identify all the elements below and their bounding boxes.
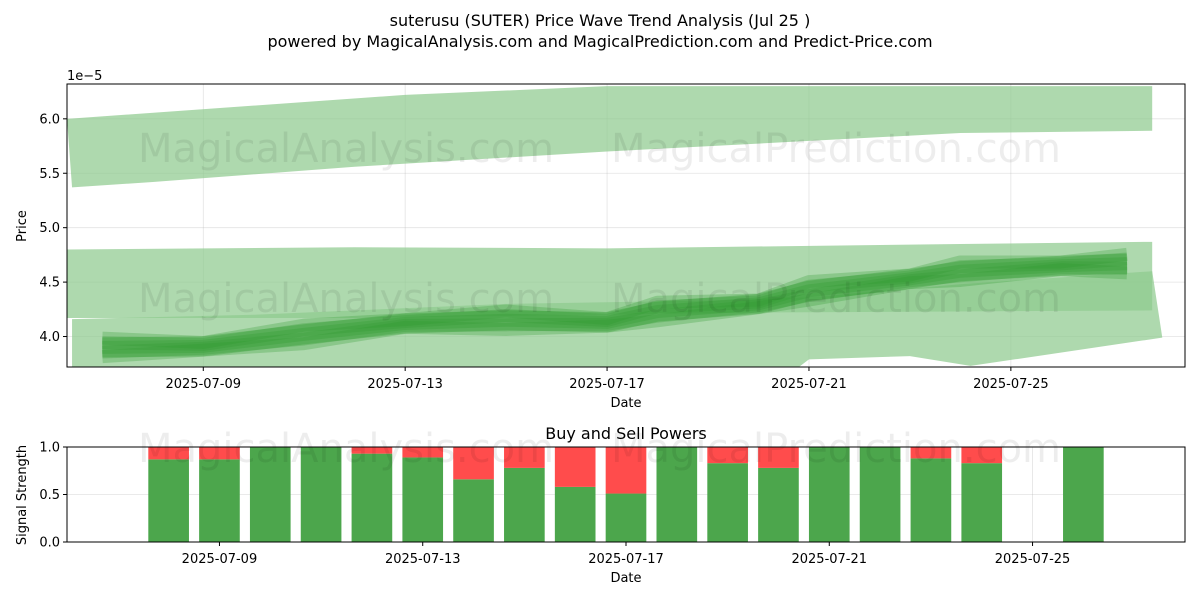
power-y-tick-label: 0.5 <box>39 488 60 503</box>
watermark-analysis-2: MagicalAnalysis.com <box>138 276 554 322</box>
price-x-tick-label: 2025-07-25 <box>973 377 1049 392</box>
buy-bar <box>961 463 1003 542</box>
sell-bar <box>402 447 444 458</box>
price-panel: MagicalAnalysis.com MagicalPrediction.co… <box>15 69 1186 411</box>
buy-bar <box>453 479 494 542</box>
sell-bar <box>148 447 189 460</box>
power-x-tick-label: 2025-07-21 <box>791 552 867 567</box>
power-panel: MagicalAnalysis.com MagicalPrediction.co… <box>15 424 1186 586</box>
buy-bar <box>351 453 393 542</box>
price-plot-frame <box>66 83 1186 368</box>
power-x-axis-label: Date <box>610 571 641 586</box>
buy-bar <box>554 486 596 542</box>
sell-bar <box>961 447 1003 464</box>
price-y-tick-label: 6.0 <box>39 112 60 127</box>
price-y-tick-label: 5.5 <box>39 167 60 182</box>
price-y-axis-label: Price <box>15 210 30 242</box>
sell-bar <box>199 447 240 460</box>
price-y-tick-label: 4.0 <box>39 330 60 345</box>
watermark-prediction: MagicalPrediction.com <box>611 126 1061 172</box>
price-y-ticks: 4.0 4.5 5.0 5.5 6.0 <box>39 112 67 345</box>
buy-bar <box>249 447 291 542</box>
price-band-1 <box>67 86 1153 188</box>
watermark-analysis-3: MagicalAnalysis.com <box>138 426 554 472</box>
price-wave-line-3 <box>102 257 1128 354</box>
buy-bar <box>910 458 952 542</box>
sell-bar <box>758 447 799 468</box>
power-x-tick-label: 2025-07-17 <box>588 552 664 567</box>
price-y-tick-label: 5.0 <box>39 221 60 236</box>
power-y-axis-label: Signal Strength <box>15 445 30 545</box>
price-wave-line-5 <box>102 247 1128 350</box>
price-band-3 <box>72 271 1163 367</box>
power-x-tick-label: 2025-07-25 <box>995 552 1071 567</box>
buy-bar <box>199 459 240 542</box>
price-x-tick-label: 2025-07-21 <box>771 377 847 392</box>
sell-bar <box>707 447 748 464</box>
sell-bar <box>605 447 647 494</box>
power-chart-title: Buy and Sell Powers <box>545 424 707 443</box>
buy-bar <box>808 447 850 542</box>
watermark-prediction-3: MagicalPrediction.com <box>611 426 1061 472</box>
sell-bar <box>453 447 494 480</box>
buy-bar <box>300 447 342 542</box>
buy-bar <box>504 467 545 542</box>
price-wave-line-4 <box>102 252 1128 351</box>
buy-bar <box>707 463 748 542</box>
power-x-tick-label: 2025-07-13 <box>385 552 461 567</box>
price-x-tick-label: 2025-07-17 <box>569 377 645 392</box>
price-bands <box>67 86 1163 367</box>
price-wave-line-1 <box>101 263 1128 364</box>
power-bars <box>148 447 1104 542</box>
power-watermarks: MagicalAnalysis.com MagicalPrediction.co… <box>138 426 1061 472</box>
buy-bar <box>758 467 799 542</box>
power-x-tick-label: 2025-07-09 <box>182 552 258 567</box>
buy-bar <box>605 493 647 542</box>
sell-bar <box>504 447 545 468</box>
sell-bar <box>910 447 952 459</box>
buy-bar <box>1063 447 1104 542</box>
buy-bar <box>859 447 901 542</box>
buy-bar <box>402 457 444 542</box>
price-wave-core <box>102 253 1128 358</box>
chart-title: suterusu (SUTER) Price Wave Trend Analys… <box>390 11 811 30</box>
price-x-ticks: 2025-07-09 2025-07-13 2025-07-17 2025-07-21… <box>165 367 1049 392</box>
price-wave-line-2 <box>102 261 1128 359</box>
sell-bar <box>351 447 393 454</box>
buy-bar <box>656 447 698 542</box>
power-y-ticks: 0.0 0.5 1.0 <box>39 441 67 551</box>
buy-bar <box>148 459 189 542</box>
watermark-prediction-2: MagicalPrediction.com <box>611 276 1061 322</box>
price-x-tick-label: 2025-07-13 <box>367 377 443 392</box>
power-y-tick-label: 0.0 <box>39 536 60 551</box>
price-y-scale-label: 1e−5 <box>67 69 102 84</box>
price-x-tick-label: 2025-07-09 <box>165 377 241 392</box>
sell-bar <box>554 447 596 487</box>
price-y-tick-label: 4.5 <box>39 276 60 291</box>
watermark-analysis: MagicalAnalysis.com <box>138 126 554 172</box>
price-watermarks: MagicalAnalysis.com MagicalPrediction.co… <box>138 126 1061 322</box>
price-wave <box>101 247 1128 364</box>
price-x-axis-label: Date <box>610 396 641 411</box>
power-x-ticks: 2025-07-09 2025-07-13 2025-07-17 2025-07-21… <box>182 542 1071 567</box>
chart-subtitle: powered by MagicalAnalysis.com and Magic… <box>267 32 932 51</box>
power-y-tick-label: 1.0 <box>39 441 60 456</box>
